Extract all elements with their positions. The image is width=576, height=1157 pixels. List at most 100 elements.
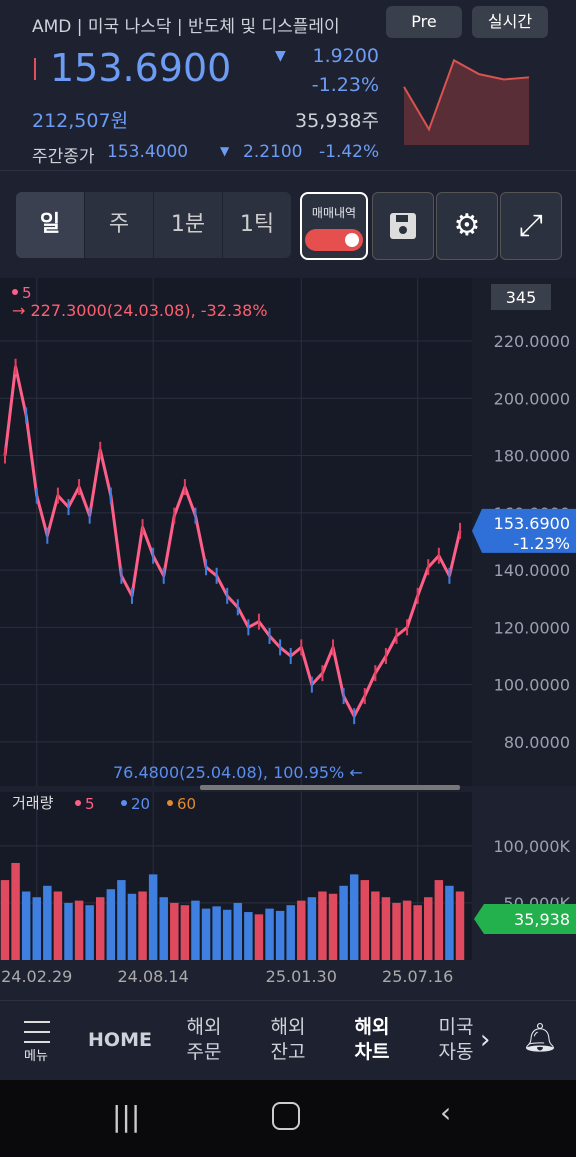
volume-bar [11,862,20,960]
nav-item[interactable]: HOME [88,1029,152,1051]
down-arrow: ▼ [275,48,286,64]
y-tick-label: 180.0000 [494,447,570,466]
realtime-button[interactable]: 실시간 [472,6,548,38]
volume: 35,938주 [295,110,379,132]
volume-bar [0,880,10,960]
volume-bar [381,897,391,960]
volume-bar [21,891,31,960]
volume-bar [159,897,168,960]
volume-bar [328,893,338,960]
krw: 212,507원 [32,110,129,132]
sparkline-line [403,58,530,132]
volume-bar [85,905,94,960]
volume-bar [434,880,444,960]
volume-bar [180,905,190,960]
y-tick-label: 120.0000 [494,618,570,637]
save-icon [390,213,416,239]
menu-label: 메뉴 [24,1049,48,1064]
nav-item[interactable]: 해외 주문 [186,1016,222,1063]
weekly-pct: -1.42% [319,142,380,162]
save-button[interactable] [372,192,434,260]
volume-bar [170,902,179,960]
nav-item[interactable]: 미국 자동 [438,1016,474,1063]
y-tick-label: 200.0000 [494,389,570,408]
volume-bar [318,891,327,960]
scrollbar [200,785,460,790]
change-pct: -1.23% [311,74,379,96]
volume-bar [106,889,116,960]
count: 345 [506,288,537,307]
volume-bar [74,900,84,960]
volume-bar [455,891,465,960]
settings-button[interactable]: ⚙ [436,192,498,260]
volume-bar [138,891,147,960]
down-arrow: ▼ [220,144,230,158]
volume-bar [117,880,126,960]
bell[interactable]: 🔔︎ [522,1021,558,1054]
trade-history-toggle[interactable]: 매매내역 [300,192,368,260]
period-tab[interactable]: 주 [84,192,153,258]
volume-bar [254,914,264,960]
more-arrow[interactable]: › [480,1025,491,1055]
price-panel [0,278,472,786]
nav-item[interactable]: 해외 잔고 [270,1016,306,1063]
volume-last: 35,938 [514,910,570,929]
y-tick-label: 140.0000 [494,561,570,580]
nav-item[interactable]: 해외 차트 [354,1016,390,1063]
high-note: → 227.3000(24.03.08), -32.38% [12,301,268,320]
nav-items: HOME 해외 주문 해외 잔고 해외 차트 미국 자동 [78,1015,498,1065]
period-tabs: 일 주 1분 1틱 [16,192,291,258]
volume-bar [53,891,63,960]
volume-bar [191,900,200,960]
volume-tag [474,903,576,934]
home[interactable] [272,1102,300,1130]
pre-button[interactable]: Pre [386,6,462,38]
recents[interactable]: ||| [112,1100,141,1133]
x-tick-label: 24.02.29 [1,967,72,986]
volume-bar [445,885,454,960]
volume-bar [297,900,306,960]
weekly-change: 2.2100 [243,142,303,162]
price: 153.6900 [50,46,232,90]
volume-bar [275,910,285,960]
menu-icon[interactable] [24,1021,50,1043]
volume-bar [339,885,348,960]
weekly-price: 153.4000 [107,142,189,162]
period-tab[interactable]: 일 [16,192,84,258]
weekly-label: 주간종가 [32,147,95,167]
period-tab[interactable]: 1틱 [222,192,291,258]
ma-dot [75,800,81,806]
volume-bar [371,891,380,960]
volume-bar [349,874,359,960]
volume-bar [96,897,105,960]
volume-title: 거래량 [12,794,54,812]
y-tick-label: 80.0000 [504,733,570,752]
volume-bar [32,897,41,960]
volume-bar [307,897,317,960]
price-marker [34,58,36,80]
expand-button[interactable]: ⤢ [500,192,562,260]
change: 1.9200 [312,45,379,67]
trade-history-label: 매매내역 [311,206,357,220]
price-line [3,365,462,718]
sparkline-area [404,60,529,145]
volume-bar [43,885,52,960]
volume-bar [392,902,401,960]
back[interactable]: ‹ [440,1096,452,1129]
volume-bar [402,900,412,960]
bottom-nav: 메뉴 HOME 해외 주문 해외 잔고 해외 차트 미국 자동 › 🔔︎ [0,1000,576,1081]
volume-bar [127,893,137,960]
y-tick-label: 220.0000 [494,332,570,351]
period-tab[interactable]: 1분 [153,192,222,258]
x-tick-label: 25.07.16 [382,967,453,986]
ma-label: 5 [22,284,32,302]
volume-bar [233,902,243,960]
volume-bar [148,874,158,960]
ma-dot [167,800,173,806]
count-box [491,284,551,310]
volume-bar [212,906,221,960]
low-note: 76.4800(25.04.08), 100.95% ← [113,763,363,782]
volume-bar [265,908,274,960]
last-price: 153.6900 [494,514,570,533]
